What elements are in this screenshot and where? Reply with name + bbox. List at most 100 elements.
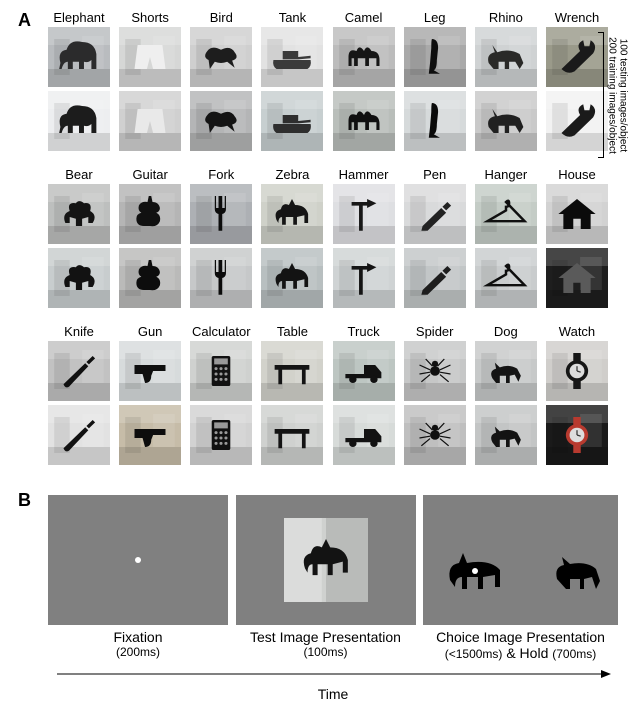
stimulus-thumbnail bbox=[48, 184, 110, 244]
stimulus-thumbnail bbox=[48, 91, 110, 151]
column-header: Watch bbox=[546, 324, 608, 339]
stimulus-thumbnail bbox=[475, 405, 537, 465]
stimulus-thumbnail bbox=[48, 341, 110, 401]
stimulus-thumbnail bbox=[119, 27, 181, 87]
stimulus-thumbnail bbox=[546, 248, 608, 308]
column-header: Truck bbox=[333, 324, 395, 339]
caption-fixation: Fixation (200ms) bbox=[48, 629, 228, 661]
caption-choice: Choice Image Presentation (<1500ms) & Ho… bbox=[423, 629, 618, 661]
stimulus-thumbnail bbox=[404, 91, 466, 151]
stimulus-thumbnail bbox=[333, 27, 395, 87]
header-row: KnifeGunCalculatorTableTruckSpiderDogWat… bbox=[48, 324, 608, 339]
object-group: BearGuitarForkZebraHammerPenHangerHouse bbox=[48, 167, 608, 308]
column-header: Tank bbox=[261, 10, 323, 25]
bracket-icon bbox=[598, 32, 604, 158]
stimulus-thumbnail bbox=[48, 405, 110, 465]
panel-b: Fixation (200ms) Test Image Presentation… bbox=[48, 495, 618, 702]
stimulus-thumbnail bbox=[404, 405, 466, 465]
caption-sub: (100ms) bbox=[236, 645, 416, 659]
stimulus-thumbnail bbox=[333, 248, 395, 308]
object-group: Elephant Shorts Bird Tank Camel Leg Rhino Wrenc… bbox=[48, 10, 608, 151]
stimulus-thumbnail bbox=[333, 405, 395, 465]
stimulus-thumbnail bbox=[546, 405, 608, 465]
stimulus-thumbnail bbox=[119, 184, 181, 244]
column-header: Zebra bbox=[261, 167, 323, 182]
stimulus-thumbnail bbox=[190, 91, 252, 151]
fixation-dot-icon bbox=[135, 557, 141, 563]
column-header: Gun bbox=[119, 324, 181, 339]
column-header: Camel bbox=[333, 10, 395, 25]
caption-text: Test Image Presentation bbox=[250, 629, 401, 645]
stimulus-thumbnail bbox=[475, 27, 537, 87]
image-row bbox=[48, 405, 608, 465]
caption-sub: (<1500ms) bbox=[445, 647, 503, 661]
column-header: Leg bbox=[404, 10, 466, 25]
stimulus-thumbnail bbox=[475, 91, 537, 151]
stimulus-thumbnail bbox=[119, 405, 181, 465]
column-header: Guitar bbox=[119, 167, 181, 182]
stimulus-thumbnail bbox=[48, 27, 110, 87]
caption-text: Choice Image Presentation bbox=[436, 629, 605, 645]
stimulus-thumbnail bbox=[119, 91, 181, 151]
column-header: House bbox=[546, 167, 608, 182]
image-row bbox=[48, 27, 608, 87]
caption-row: Fixation (200ms) Test Image Presentation… bbox=[48, 629, 618, 661]
column-header: Fork bbox=[190, 167, 252, 182]
column-header: Bear bbox=[48, 167, 110, 182]
stimulus-thumbnail bbox=[475, 341, 537, 401]
column-header: Table bbox=[261, 324, 323, 339]
caption-text2: & Hold bbox=[506, 645, 548, 661]
column-header: Bird bbox=[190, 10, 252, 25]
stimulus-thumbnail bbox=[404, 248, 466, 308]
caption-sub2: (700ms) bbox=[552, 647, 596, 661]
stimulus-thumbnail bbox=[404, 27, 466, 87]
panel-b-label: B bbox=[18, 490, 31, 511]
header-row: Elephant Shorts Bird Tank Camel Leg Rhino Wrenc… bbox=[48, 10, 608, 25]
side-note-line2: 100 testing images/object bbox=[618, 26, 629, 166]
caption-text: Fixation bbox=[113, 629, 162, 645]
stimulus-thumbnail bbox=[546, 184, 608, 244]
stimulus-thumbnail bbox=[261, 405, 323, 465]
stimulus-thumbnail bbox=[404, 341, 466, 401]
stimulus-thumbnail bbox=[333, 91, 395, 151]
stimulus-thumbnail bbox=[190, 27, 252, 87]
stimulus-thumbnail bbox=[119, 341, 181, 401]
choice-right-icon bbox=[552, 549, 604, 596]
stimulus-thumbnail bbox=[190, 405, 252, 465]
stage-test-image bbox=[236, 495, 416, 625]
caption-test: Test Image Presentation (100ms) bbox=[236, 629, 416, 661]
stimulus-thumbnail bbox=[546, 341, 608, 401]
column-header: Shorts bbox=[119, 10, 181, 25]
stimulus-thumbnail bbox=[475, 248, 537, 308]
stage-fixation bbox=[48, 495, 228, 625]
test-image-thumbnail bbox=[284, 518, 368, 602]
stimulus-thumbnail bbox=[333, 341, 395, 401]
column-header: Dog bbox=[475, 324, 537, 339]
column-header: Elephant bbox=[48, 10, 110, 25]
image-row bbox=[48, 184, 608, 244]
stimulus-thumbnail bbox=[48, 248, 110, 308]
stage-row bbox=[48, 495, 618, 625]
stimulus-thumbnail bbox=[190, 248, 252, 308]
time-label: Time bbox=[48, 686, 618, 702]
image-row bbox=[48, 248, 608, 308]
side-annotation: 200 training images/object 100 testing i… bbox=[598, 32, 612, 158]
side-note-line1: 200 training images/object bbox=[607, 26, 618, 166]
stimulus-thumbnail bbox=[261, 184, 323, 244]
stage-choice bbox=[423, 495, 618, 625]
stimulus-thumbnail bbox=[119, 248, 181, 308]
stimulus-thumbnail bbox=[190, 341, 252, 401]
stimulus-thumbnail bbox=[261, 341, 323, 401]
caption-sub: (200ms) bbox=[48, 645, 228, 659]
stimulus-thumbnail bbox=[404, 184, 466, 244]
arrow-icon bbox=[53, 667, 613, 681]
panel-a-label: A bbox=[18, 10, 31, 31]
timeline: Time bbox=[48, 667, 618, 702]
column-header: Hammer bbox=[333, 167, 395, 182]
object-group: KnifeGunCalculatorTableTruckSpiderDogWat… bbox=[48, 324, 608, 465]
column-header: Wrench bbox=[546, 10, 608, 25]
choice-left-icon bbox=[445, 545, 505, 598]
column-header: Rhino bbox=[475, 10, 537, 25]
column-header: Spider bbox=[404, 324, 466, 339]
stimulus-thumbnail bbox=[261, 91, 323, 151]
